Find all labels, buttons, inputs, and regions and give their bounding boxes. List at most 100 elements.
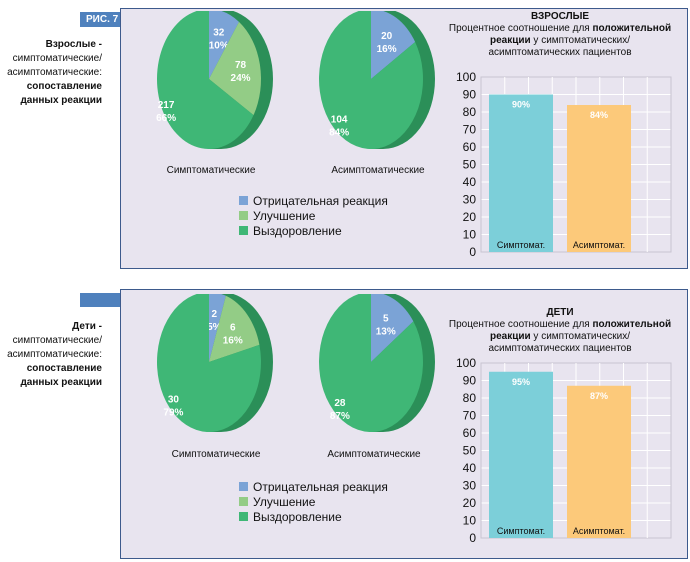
pie-slice-count: 20 — [381, 31, 393, 42]
pie-asymptomatic-label: Асимптоматические — [327, 449, 421, 460]
children-asymptomatic-pie: 5 13% 28 87% — [319, 294, 435, 432]
figure-tab-blank — [80, 293, 120, 307]
bar-value-label: 84% — [590, 110, 608, 120]
bar-category-label: Симптомат. — [497, 240, 545, 250]
side-label-line: данных реакции — [20, 377, 102, 388]
pie-slice-count: 78 — [235, 60, 247, 71]
pie-slice-count: 28 — [334, 398, 346, 409]
y-tick-label: 70 — [463, 409, 477, 423]
legend-swatch-negative — [239, 196, 248, 205]
legend-item-improvement: Улучшение — [239, 494, 388, 509]
side-label-line: сопоставление — [26, 81, 102, 92]
legend-item-improvement: Улучшение — [239, 208, 388, 223]
y-tick-label: 40 — [463, 175, 477, 189]
adults-asymptomatic-pie: 20 16% 104 84% — [319, 11, 435, 149]
y-tick-label: 90 — [463, 88, 477, 102]
bar-heading: ВЗРОСЛЫЕ — [530, 11, 590, 22]
y-tick-label: 10 — [463, 228, 477, 242]
side-label-line: симптоматические/ — [12, 53, 102, 64]
children-bar-chart: 0 10 20 30 40 50 60 70 80 90 100 95% Симптомат. 87% Ас… — [456, 356, 672, 545]
legend-swatch-recovery — [239, 512, 248, 521]
pie-slice-first — [209, 294, 226, 362]
y-tick-label: 70 — [463, 123, 477, 137]
bar-title-line: Процентное соотношение для положительной — [448, 319, 672, 330]
children-bar-title: ДЕТИ Процентное соотношение для положите… — [435, 307, 685, 355]
adults-panel: 32 10% 78 24% 217 66% 20 16% 104 84% Симптоматич… — [120, 8, 688, 269]
pie-slice-pct: 84% — [329, 128, 349, 139]
y-tick-label: 100 — [456, 356, 476, 370]
y-tick-label: 60 — [463, 426, 477, 440]
y-tick-label: 80 — [463, 391, 477, 405]
bar-value-label: 90% — [512, 100, 530, 110]
side-label-line: Дети - — [72, 321, 102, 332]
pie-slice-first — [371, 294, 414, 362]
side-label-line: сопоставление — [26, 363, 102, 374]
legend-swatch-improvement — [239, 211, 248, 220]
legend-label: Выздоровление — [253, 509, 342, 524]
pie-slice-pct: 16% — [223, 336, 243, 347]
pie-asymptomatic-label: Асимптоматические — [331, 165, 425, 176]
legend: Отрицательная реакция Улучшение Выздоров… — [239, 479, 388, 524]
y-tick-label: 100 — [456, 70, 476, 84]
adults-side-label: Взрослые - симптоматические/ асимптомати… — [0, 38, 102, 108]
adults-bar-chart: 0 10 20 30 40 50 60 70 80 90 100 90% Симптомат. 84% Ас… — [456, 70, 672, 259]
legend-item-negative: Отрицательная реакция — [239, 193, 388, 208]
pie-slice-pct: 10% — [209, 41, 229, 52]
bar-title-line: Процентное соотношение для положительной — [448, 23, 672, 34]
pie-symptomatic-label: Симптоматические — [166, 165, 256, 176]
legend-label: Улучшение — [253, 208, 316, 223]
pie-slice-pct: 87% — [330, 411, 350, 422]
side-label-line: асимптоматические: — [7, 349, 102, 360]
pie-slice-pct: 13% — [376, 326, 396, 337]
y-tick-label: 40 — [463, 461, 477, 475]
side-label-line: Взрослые - — [45, 39, 102, 50]
legend-swatch-negative — [239, 482, 248, 491]
legend: Отрицательная реакция Улучшение Выздоров… — [239, 193, 388, 238]
bar-category-label: Асимптомат. — [573, 240, 625, 250]
pie-slice-count: 5 — [383, 313, 389, 324]
legend-swatch-improvement — [239, 497, 248, 506]
legend-item-negative: Отрицательная реакция — [239, 479, 388, 494]
pie-slice-count: 217 — [158, 100, 175, 111]
side-label-line: асимптоматические: — [7, 67, 102, 78]
legend-label: Отрицательная реакция — [253, 193, 388, 208]
children-panel: 2 5% 6 16% 30 79% 5 13% 28 87% Симптоматические … — [120, 289, 688, 559]
bar-value-label: 95% — [512, 377, 530, 387]
pie-slice-count: 6 — [230, 323, 236, 334]
bar-asymptomatic — [567, 105, 631, 252]
legend-item-recovery: Выздоровление — [239, 509, 388, 524]
y-tick-label: 0 — [469, 531, 476, 545]
y-tick-label: 60 — [463, 140, 477, 154]
bar-title-line: реакции у симптоматических/ — [489, 331, 631, 342]
y-tick-label: 80 — [463, 105, 477, 119]
bar-asymptomatic — [567, 385, 631, 538]
legend-label: Отрицательная реакция — [253, 479, 388, 494]
adults-bar-title: ВЗРОСЛЫЕ Процентное соотношение для поло… — [435, 11, 685, 59]
y-tick-label: 10 — [463, 514, 477, 528]
legend-swatch-recovery — [239, 226, 248, 235]
side-label-line: симптоматические/ — [12, 335, 102, 346]
figure-tab: РИС. 7 — [80, 12, 125, 27]
y-tick-label: 50 — [463, 444, 477, 458]
pie-slice-first — [371, 11, 416, 79]
bar-heading: ДЕТИ — [546, 307, 574, 318]
bar-value-label: 87% — [590, 391, 608, 401]
pie-slice-count: 2 — [212, 309, 218, 320]
pie-slice-pct: 79% — [163, 407, 183, 418]
bar-category-label: Симптомат. — [497, 526, 545, 536]
pie-slice-second — [209, 295, 260, 362]
pie-slice-pct: 16% — [377, 44, 397, 55]
bar-symptomatic — [489, 94, 553, 252]
pie-slice-second — [319, 294, 423, 432]
bar-symptomatic — [489, 371, 553, 538]
pie-slice-third — [157, 294, 261, 432]
pie-slice-second — [319, 11, 423, 149]
pie-slice-pct: 24% — [231, 73, 251, 84]
bar-category-label: Асимптомат. — [573, 526, 625, 536]
y-tick-label: 0 — [469, 245, 476, 259]
y-tick-label: 20 — [463, 496, 477, 510]
bar-title-line: асимптоматических пациентов — [488, 343, 632, 354]
y-tick-label: 50 — [463, 158, 477, 172]
legend-label: Улучшение — [253, 494, 316, 509]
y-tick-label: 90 — [463, 374, 477, 388]
